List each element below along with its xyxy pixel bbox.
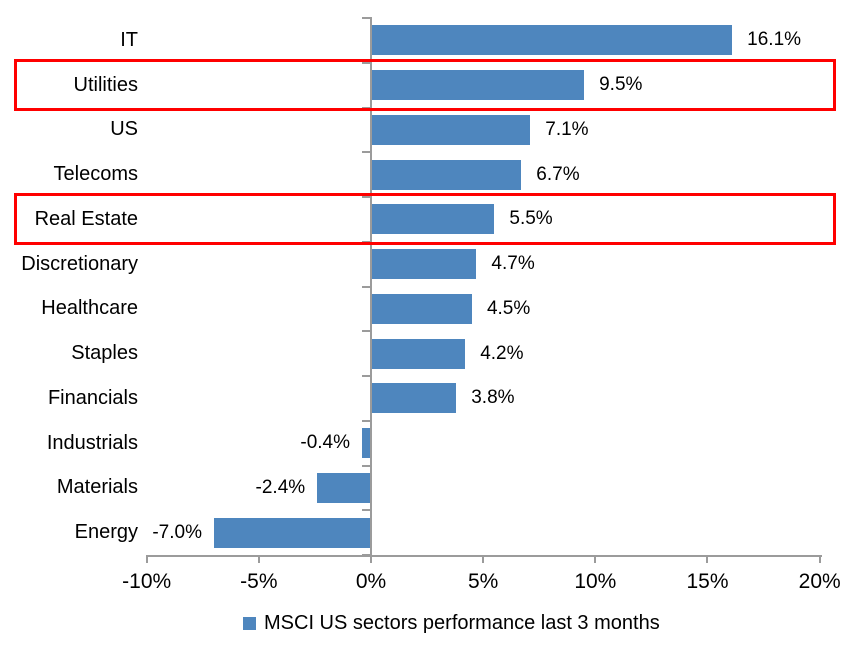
category-label: Industrials: [46, 431, 138, 454]
category-axis-tick: [362, 106, 370, 109]
x-tick-label: 15%: [686, 570, 729, 593]
value-label: 4.2%: [480, 342, 524, 364]
category-label: Healthcare: [41, 297, 138, 320]
value-label: 16.1%: [747, 29, 802, 51]
x-tick-label: 20%: [798, 570, 841, 593]
x-axis-tick: [482, 555, 485, 563]
category-axis-tick: [362, 151, 370, 154]
value-label: -7.0%: [152, 521, 202, 543]
value-label: -0.4%: [300, 432, 351, 454]
category-axis-tick: [362, 17, 370, 19]
bar: [317, 472, 371, 503]
category-axis-tick: [362, 240, 370, 243]
value-label: 5.5%: [509, 208, 553, 230]
category-label: Real Estate: [34, 207, 138, 230]
category-label: Financials: [47, 386, 138, 409]
x-tick-label: 0%: [355, 570, 387, 593]
value-label: 9.5%: [599, 74, 643, 96]
x-axis-tick: [818, 555, 821, 563]
x-axis-tick: [370, 555, 372, 563]
category-axis-tick: [362, 419, 370, 422]
x-tick-label: 5%: [467, 570, 499, 593]
y-axis-line: [370, 17, 372, 557]
x-axis-tick: [145, 555, 148, 563]
category-axis-tick: [362, 375, 370, 377]
category-label: IT: [120, 28, 138, 51]
bar: [371, 204, 495, 235]
bar: [371, 338, 466, 369]
x-tick-label: -5%: [240, 570, 278, 593]
category-label: Utilities: [73, 73, 138, 96]
value-label: 4.5%: [486, 297, 531, 319]
category-axis-tick: [362, 330, 370, 333]
bar: [371, 25, 733, 56]
category-label: Discretionary: [21, 252, 138, 275]
x-axis-tick: [706, 555, 709, 563]
x-axis-tick: [257, 555, 260, 563]
legend: MSCI US sectors performance last 3 month…: [243, 612, 660, 635]
category-axis-tick: [362, 554, 370, 556]
legend-label: MSCI US sectors performance last 3 month…: [264, 612, 660, 634]
bar: [371, 159, 522, 190]
category-axis-tick: [362, 285, 370, 288]
value-label: 6.7%: [536, 163, 580, 185]
bar: [213, 517, 371, 548]
bar: [371, 70, 585, 101]
x-axis-tick: [594, 555, 597, 563]
x-tick-label: -10%: [122, 570, 172, 593]
legend-square-icon: [243, 617, 256, 630]
bar: [371, 293, 472, 324]
category-label: Staples: [71, 342, 138, 365]
category-label: Energy: [74, 521, 138, 544]
category-label: Telecoms: [53, 163, 138, 186]
bar: [371, 114, 531, 145]
category-label: Materials: [56, 476, 138, 499]
category-axis-tick: [362, 61, 370, 64]
value-label: 4.7%: [491, 253, 535, 275]
value-label: 3.8%: [471, 387, 515, 409]
category-axis-tick: [362, 509, 370, 512]
bar: [362, 428, 371, 459]
category-axis-tick: [362, 196, 370, 198]
value-label: 7.1%: [545, 118, 589, 140]
category-label: US: [110, 118, 138, 141]
category-axis-tick: [362, 464, 370, 467]
value-label: -2.4%: [255, 476, 306, 498]
bar: [371, 383, 457, 414]
bar: [371, 249, 477, 280]
x-tick-label: 10%: [574, 570, 617, 593]
